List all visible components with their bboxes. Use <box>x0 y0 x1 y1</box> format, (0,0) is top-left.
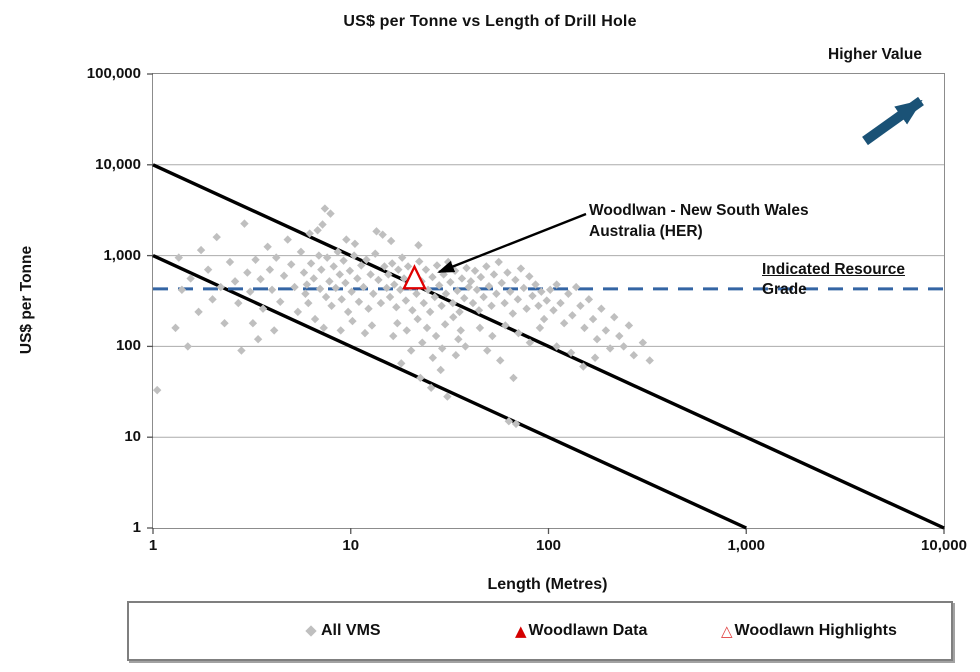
chart-canvas <box>147 73 945 534</box>
legend-item-all-vms: All VMS <box>305 622 381 640</box>
callout-arrow <box>437 212 587 274</box>
legend-label-all-vms: All VMS <box>321 622 381 639</box>
callout-annotation: Woodlwan - New South Wales Australia (HE… <box>589 200 919 242</box>
indicated-resource-grade-label: Indicated Resource Grade <box>762 260 962 300</box>
callout-line1: Woodlwan - New South Wales <box>589 202 809 219</box>
diamond-marker-icon <box>305 625 317 637</box>
higher-value-arrow-icon <box>862 96 924 146</box>
y-tick-label: 10 <box>124 428 141 446</box>
woodlawn-highlight-triangle <box>402 264 427 290</box>
x-tick-label: 10,000 <box>921 537 967 554</box>
legend-label-woodlawn-data: Woodlawn Data <box>528 622 648 639</box>
plot-area: Woodlwan - New South Wales Australia (HE… <box>87 65 967 554</box>
y-tick-label: 100 <box>115 337 141 355</box>
legend-box: All VMS ▲ Woodlawn Data △ Woodlawn Highl… <box>127 601 953 661</box>
legend-label-woodlawn-highlights: Woodlawn Highlights <box>734 622 897 639</box>
legend-item-woodlawn-data: ▲ Woodlawn Data <box>515 622 647 640</box>
x-tick-label: 1,000 <box>727 537 766 554</box>
legend-item-woodlawn-highlights: △ Woodlawn Highlights <box>721 622 897 640</box>
callout-line2: Australia (HER) <box>589 223 703 240</box>
scatter-series-all-vms <box>152 204 654 429</box>
resource-label-line1: Indicated Resource <box>762 261 905 278</box>
trend-line <box>152 254 747 530</box>
trend-line <box>152 163 945 530</box>
higher-value-label: Higher Value <box>828 46 922 63</box>
x-tick-label: 10 <box>342 537 360 554</box>
filled-triangle-marker-icon: ▲ <box>515 621 527 640</box>
resource-label-line2: Grade <box>762 281 807 298</box>
x-axis-title: Length (Metres) <box>487 576 608 593</box>
x-tick-label: 1 <box>148 537 158 554</box>
chart-title: US$ per Tonne vs Length of Drill Hole <box>343 13 637 30</box>
x-tick-label: 100 <box>535 537 562 554</box>
open-triangle-marker-icon: △ <box>721 621 733 640</box>
y-tick-label: 10,000 <box>95 155 141 173</box>
y-tick-label: 1,000 <box>103 246 141 264</box>
y-axis-title: US$ per Tonne <box>18 245 35 355</box>
y-tick-label: 100,000 <box>86 65 141 82</box>
y-tick-label: 1 <box>132 519 141 536</box>
